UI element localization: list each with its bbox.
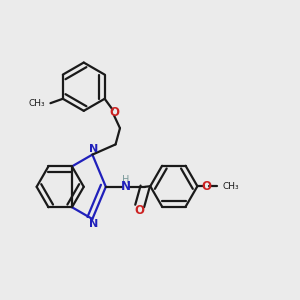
Text: O: O [135,204,145,217]
Text: CH₃: CH₃ [28,99,45,108]
Text: O: O [201,180,211,193]
Text: O: O [109,106,119,118]
Text: N: N [89,219,98,229]
Text: N: N [89,144,98,154]
Text: H: H [122,175,130,185]
Text: N: N [121,180,131,193]
Text: CH₃: CH₃ [222,182,239,191]
